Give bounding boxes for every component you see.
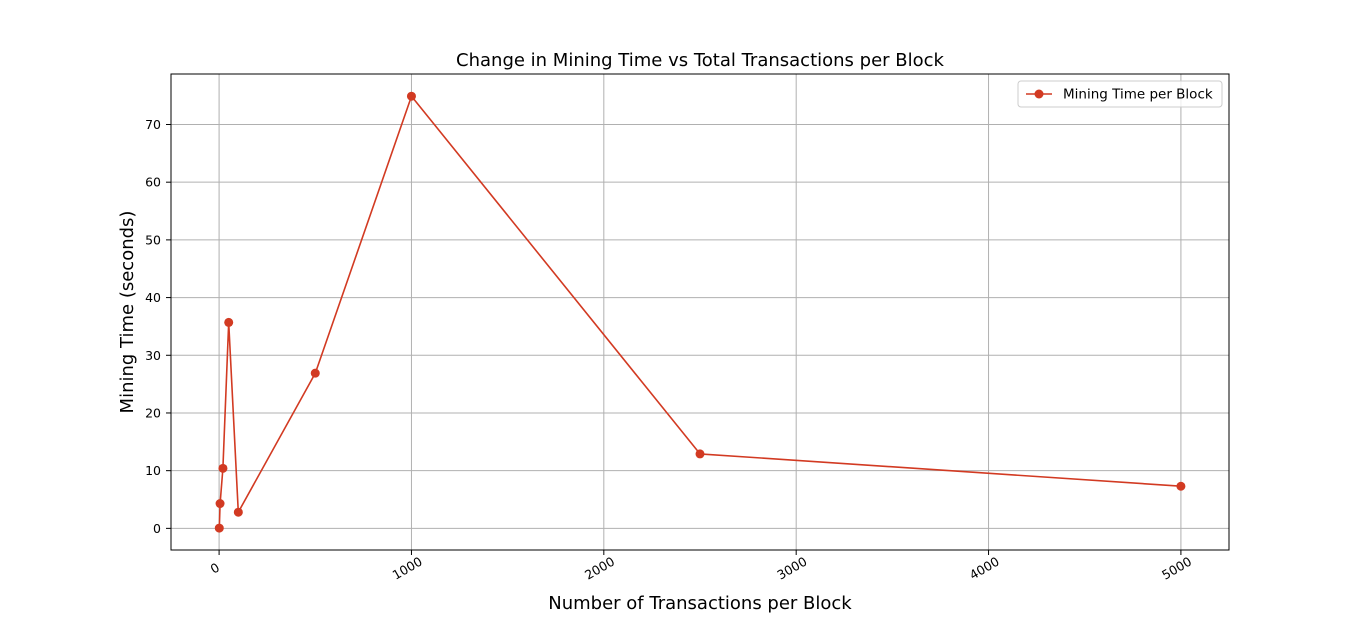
x-tick-label: 0	[208, 560, 222, 577]
y-tick-label: 70	[145, 117, 161, 132]
grid-lines	[171, 74, 1229, 550]
y-tick-label: 50	[145, 232, 161, 247]
x-tick-label: 2000	[582, 554, 617, 583]
x-tick-label: 3000	[774, 554, 809, 583]
y-tick-label: 40	[145, 290, 161, 305]
series-line	[218, 95, 1181, 529]
data-point	[233, 507, 243, 517]
chart-title: Change in Mining Time vs Total Transacti…	[456, 50, 945, 71]
legend: Mining Time per Block	[1017, 80, 1223, 108]
legend-marker-swatch	[1034, 89, 1044, 99]
x-axis-title: Number of Transactions per Block	[548, 593, 852, 614]
data-point	[214, 523, 224, 533]
data-point	[1176, 481, 1186, 491]
y-tick-label: 20	[145, 405, 161, 420]
y-axis-title: Mining Time (seconds)	[117, 211, 138, 414]
y-axis-ticks: 0 10 20 30 40 50 60 70	[145, 117, 171, 536]
x-tick-label: 1000	[390, 554, 425, 583]
y-tick-label: 0	[153, 521, 161, 536]
x-tick-label: 5000	[1159, 554, 1194, 583]
data-point	[406, 91, 416, 101]
data-point	[695, 449, 705, 459]
legend-label: Mining Time per Block	[1063, 87, 1213, 103]
y-tick-label: 10	[145, 463, 161, 478]
data-point	[224, 317, 234, 327]
data-point	[218, 463, 228, 473]
x-axis-ticks: 0 1000 2000 3000 4000 5000	[208, 550, 1194, 583]
series-layer	[214, 91, 1186, 533]
data-point	[215, 499, 225, 509]
x-tick-label: 4000	[967, 554, 1002, 583]
y-tick-label: 30	[145, 348, 161, 363]
data-point	[310, 368, 320, 378]
legend-box	[1017, 80, 1223, 108]
plot-area-frame	[170, 73, 1230, 551]
y-tick-label: 60	[145, 175, 161, 190]
